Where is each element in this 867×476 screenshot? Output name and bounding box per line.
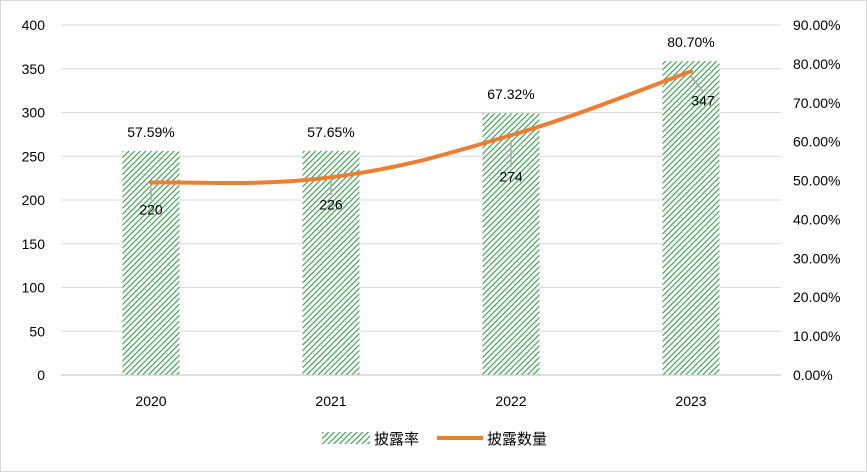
y-right-tick-label: 90.00%: [793, 17, 840, 33]
y-right-tick-label: 30.00%: [793, 250, 840, 266]
line-disclosure-count: [149, 69, 693, 186]
bar-value-label: 80.70%: [667, 34, 714, 50]
y-right-tick-label: 60.00%: [793, 134, 840, 150]
line-value-label: 274: [499, 168, 523, 184]
y-right-tick-label: 40.00%: [793, 211, 840, 227]
y-left-tick-label: 350: [22, 61, 46, 77]
label-leader-line: [690, 75, 704, 92]
y-left-tick-label: 100: [22, 280, 46, 296]
x-tick-label: 2022: [495, 393, 526, 409]
bar-disclosure-rate: [662, 61, 720, 376]
y-right-tick-label: 50.00%: [793, 173, 840, 189]
legend-label-bar: 披露率: [374, 431, 419, 448]
y-right-tick-label: 70.00%: [793, 95, 840, 111]
y-left-tick-label: 0: [37, 367, 45, 383]
x-tick-label: 2023: [675, 393, 706, 409]
y-right-tick-label: 20.00%: [793, 289, 840, 305]
line-value-label: 220: [139, 202, 163, 218]
bar-disclosure-rate: [122, 151, 180, 375]
y-left-tick-label: 250: [22, 148, 46, 164]
y-right-tick-label: 10.00%: [793, 328, 840, 344]
legend-label-line: 披露数量: [487, 431, 547, 448]
y-left-tick-label: 150: [22, 236, 46, 252]
line-value-label: 347: [691, 92, 715, 108]
x-tick-label: 2020: [135, 393, 166, 409]
y-left-tick-label: 400: [22, 17, 46, 33]
y-right-tick-label: 0.00%: [793, 367, 833, 383]
y-left-tick-label: 50: [29, 323, 45, 339]
y-left-tick-label: 300: [22, 105, 46, 121]
line-value-label: 226: [319, 196, 343, 212]
y-left-tick-label: 200: [22, 192, 46, 208]
x-tick-label: 2021: [315, 393, 346, 409]
bar-value-label: 67.32%: [487, 86, 534, 102]
legend-swatch-bar: [322, 432, 370, 444]
bar-value-label: 57.59%: [127, 124, 174, 140]
y-right-tick-label: 80.00%: [793, 56, 840, 72]
legend: 披露率 披露数量: [322, 431, 547, 448]
bar-value-label: 57.65%: [307, 124, 354, 140]
